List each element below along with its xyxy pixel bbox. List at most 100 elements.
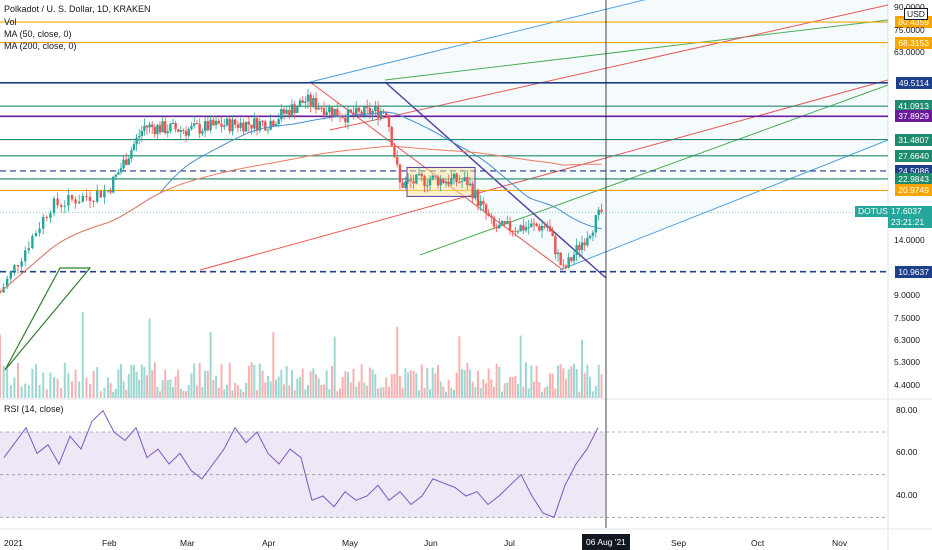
candle-body bbox=[431, 175, 434, 180]
indicator-ma200[interactable]: MA (200, close, 0) bbox=[4, 41, 77, 51]
candle-body bbox=[114, 174, 117, 177]
volume-bar bbox=[377, 388, 380, 398]
candle-body bbox=[368, 107, 372, 115]
volume-bar bbox=[567, 369, 570, 398]
candle-body bbox=[498, 224, 501, 229]
volume-bar bbox=[288, 385, 291, 398]
price-level-label[interactable]: 31.4807 bbox=[895, 133, 932, 146]
volume-bar bbox=[498, 367, 501, 398]
candle-body bbox=[269, 120, 272, 130]
volume-bar bbox=[463, 370, 466, 398]
volume-bar bbox=[385, 377, 388, 398]
volume-bar bbox=[195, 385, 198, 398]
volume-bar bbox=[471, 381, 474, 398]
volume-bar bbox=[431, 367, 434, 398]
volume-bar bbox=[530, 365, 533, 398]
candle-body bbox=[182, 130, 185, 132]
volume-bar bbox=[130, 364, 133, 398]
triangle-pattern bbox=[4, 267, 92, 371]
candle-body bbox=[554, 236, 557, 255]
price-level-label[interactable]: 49.5114 bbox=[895, 76, 932, 89]
candle-body bbox=[201, 131, 204, 134]
candle-body bbox=[38, 228, 41, 234]
last-price-label: DOTUSD bbox=[855, 206, 894, 218]
candle-body bbox=[572, 254, 576, 261]
volume-bar bbox=[45, 389, 48, 398]
volume-bar bbox=[423, 387, 426, 398]
volume-bar bbox=[549, 373, 551, 398]
volume-bar bbox=[293, 389, 296, 398]
candle-body bbox=[393, 146, 396, 158]
candle-body bbox=[228, 118, 231, 132]
candle-body bbox=[135, 137, 138, 145]
rsi-title[interactable]: RSI (14, close) bbox=[4, 404, 64, 414]
price-level-label[interactable]: 37.8929 bbox=[895, 110, 932, 123]
volume-bar bbox=[589, 376, 591, 398]
volume-bar bbox=[117, 369, 120, 398]
price-level-label[interactable]: 20.9749 bbox=[895, 184, 932, 197]
candle-body bbox=[166, 131, 169, 133]
volume-bar bbox=[228, 362, 231, 398]
volume-bar bbox=[209, 331, 212, 398]
indicator-ma50[interactable]: MA (50, close, 0) bbox=[4, 29, 72, 39]
volume-bar bbox=[439, 381, 442, 398]
price-level-label[interactable]: 27.6640 bbox=[895, 149, 932, 162]
candle-body bbox=[570, 257, 573, 261]
volume-bar bbox=[49, 372, 52, 398]
candle-body bbox=[24, 250, 27, 262]
volume-bar bbox=[256, 390, 259, 398]
volume-bar bbox=[120, 364, 122, 398]
price-level-label[interactable]: 68.3153 bbox=[895, 36, 932, 49]
candle-body bbox=[436, 176, 440, 186]
price-tick-label: 6.3000 bbox=[894, 335, 920, 346]
candle-body bbox=[396, 157, 399, 165]
candle-body bbox=[148, 124, 151, 128]
candle-body bbox=[67, 194, 70, 206]
candle-body bbox=[99, 190, 102, 198]
volume-bar bbox=[60, 388, 63, 398]
candle-body bbox=[349, 109, 352, 113]
volume-bar bbox=[371, 369, 374, 398]
candle-body bbox=[304, 101, 307, 103]
time-tick-label: Jul bbox=[504, 538, 515, 548]
candle-body bbox=[412, 181, 415, 184]
candle-body bbox=[562, 264, 565, 266]
candle-body bbox=[223, 125, 226, 127]
volume-bar bbox=[458, 336, 461, 398]
candle-body bbox=[63, 205, 66, 207]
candle-body bbox=[177, 129, 180, 132]
candle-body bbox=[45, 216, 48, 218]
volume-bar bbox=[267, 376, 269, 398]
volume-bar bbox=[514, 375, 517, 398]
volume-bar bbox=[382, 387, 385, 398]
candle-body bbox=[551, 231, 554, 237]
volume-bar bbox=[250, 362, 253, 398]
volume-bar bbox=[231, 390, 234, 398]
price-level-label[interactable]: 41.0913 bbox=[895, 100, 932, 113]
volume-bar bbox=[20, 386, 23, 398]
volume-bar bbox=[506, 382, 509, 398]
volume-bar bbox=[96, 367, 99, 398]
volume-bar bbox=[31, 368, 34, 398]
volume-bar bbox=[360, 364, 363, 398]
candle-body bbox=[156, 125, 159, 135]
candle-body bbox=[490, 215, 493, 218]
price-tick-label: 9.0000 bbox=[894, 290, 920, 301]
volume-bar bbox=[503, 383, 506, 398]
candle-body bbox=[74, 199, 77, 204]
price-level-label[interactable]: 22.9843 bbox=[895, 172, 932, 185]
price-level-label[interactable]: 10.9637 bbox=[895, 265, 932, 278]
volume-bar bbox=[71, 381, 73, 398]
candle-body bbox=[376, 106, 380, 119]
volume-bar bbox=[445, 391, 447, 398]
currency-label[interactable]: USD bbox=[904, 8, 928, 20]
volume-bar bbox=[479, 387, 482, 398]
indicator-volume[interactable]: Vol bbox=[4, 17, 17, 27]
candle-body bbox=[546, 226, 549, 228]
candle-body bbox=[417, 173, 421, 175]
candle-body bbox=[220, 123, 223, 127]
candle-body bbox=[164, 121, 167, 133]
candle-body bbox=[363, 106, 366, 116]
candle-body bbox=[516, 231, 520, 233]
